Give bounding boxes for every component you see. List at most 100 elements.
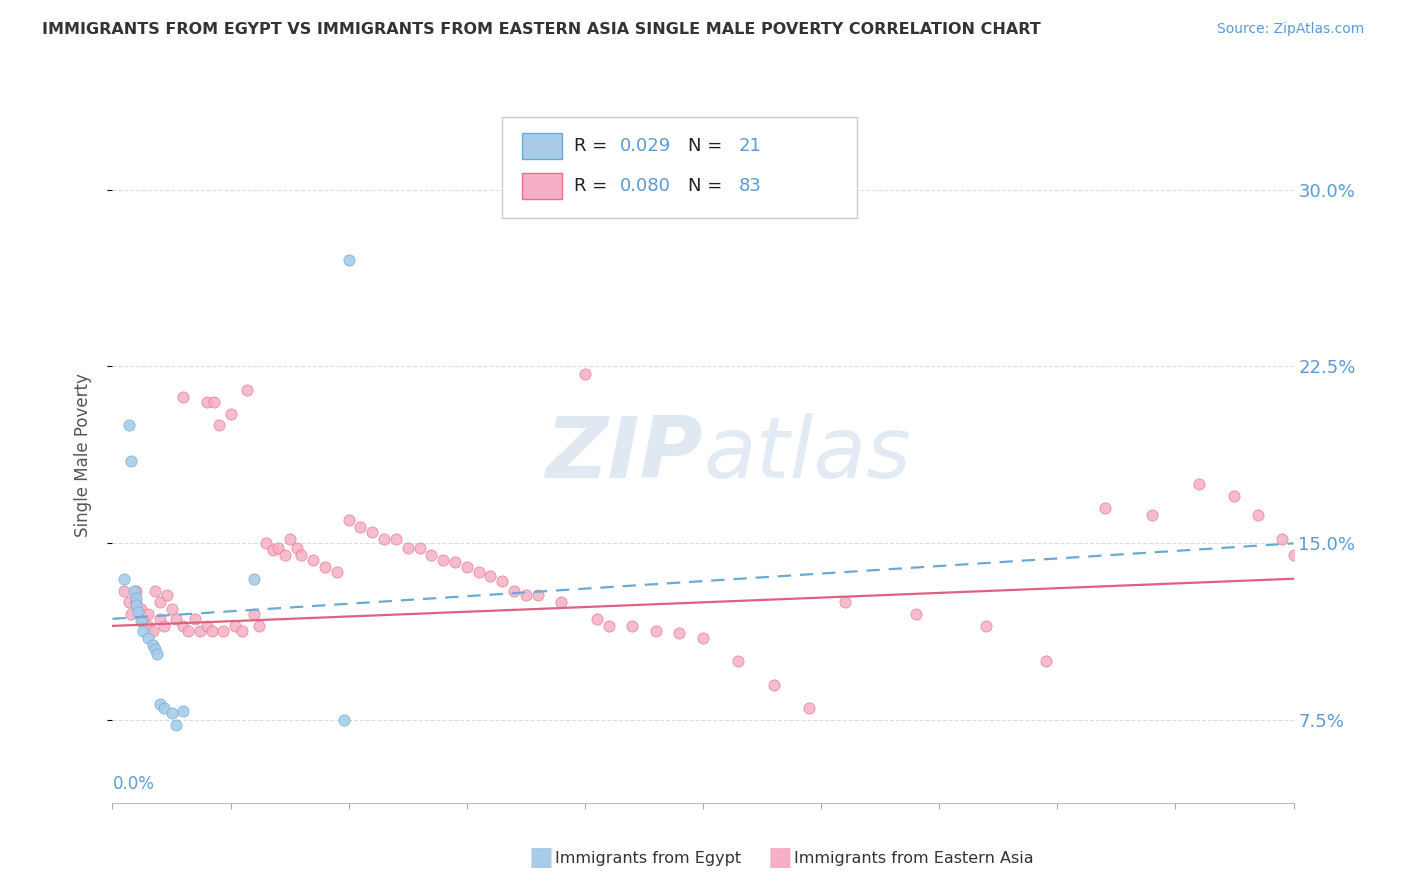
FancyBboxPatch shape: [522, 173, 562, 199]
Point: [491, 574, 513, 588]
Point: [349, 520, 371, 534]
Point: [799, 701, 821, 715]
Text: IMMIGRANTS FROM EGYPT VS IMMIGRANTS FROM EASTERN ASIA SINGLE MALE POVERTY CORREL: IMMIGRANTS FROM EGYPT VS IMMIGRANTS FROM…: [42, 22, 1040, 37]
Point: [129, 602, 152, 616]
Point: [976, 619, 998, 633]
Point: [118, 418, 141, 433]
Point: [136, 607, 159, 621]
Point: [165, 718, 187, 732]
Point: [156, 588, 179, 602]
Point: [420, 548, 443, 562]
Point: [202, 395, 225, 409]
Point: [208, 418, 231, 433]
Point: [165, 612, 187, 626]
Text: 0.0%: 0.0%: [112, 775, 155, 793]
Text: 0.029: 0.029: [620, 137, 672, 155]
Point: [247, 619, 270, 633]
Point: [333, 713, 356, 727]
Point: [132, 624, 155, 638]
Point: [231, 624, 253, 638]
Point: [1247, 508, 1270, 522]
Text: 0.080: 0.080: [620, 177, 671, 194]
Point: [129, 614, 152, 628]
Point: [149, 697, 172, 711]
Point: [125, 591, 148, 605]
Point: [195, 395, 218, 409]
Point: [1223, 489, 1246, 503]
Point: [212, 624, 235, 638]
Point: [337, 513, 360, 527]
Point: [574, 367, 596, 381]
Point: [149, 612, 172, 626]
Point: [160, 706, 183, 721]
Text: ZIP: ZIP: [546, 413, 703, 497]
FancyBboxPatch shape: [502, 118, 856, 219]
Text: atlas: atlas: [703, 413, 911, 497]
Point: [122, 583, 145, 598]
Point: [136, 631, 159, 645]
Point: [444, 555, 467, 569]
Point: [112, 583, 135, 598]
Point: [692, 631, 714, 645]
Point: [373, 532, 395, 546]
Point: [142, 624, 165, 638]
Point: [267, 541, 290, 555]
Point: [112, 572, 135, 586]
Point: [503, 583, 526, 598]
Point: [479, 569, 502, 583]
Text: R =: R =: [574, 137, 613, 155]
Point: [585, 612, 607, 626]
Point: [467, 565, 489, 579]
Point: [262, 543, 284, 558]
Point: [243, 572, 266, 586]
Point: [177, 624, 200, 638]
Point: [254, 536, 277, 550]
Point: [143, 642, 166, 657]
Point: [243, 607, 266, 621]
Point: [136, 619, 159, 633]
Text: N =: N =: [688, 137, 728, 155]
Point: [526, 588, 548, 602]
Text: 83: 83: [738, 177, 761, 194]
Point: [1188, 477, 1211, 491]
Point: [644, 624, 666, 638]
Point: [1035, 654, 1057, 668]
Point: [1271, 532, 1294, 546]
Point: [120, 607, 142, 621]
Point: [149, 595, 172, 609]
Point: [515, 588, 537, 602]
Point: [290, 548, 312, 562]
Text: 21: 21: [738, 137, 761, 155]
Text: Source: ZipAtlas.com: Source: ZipAtlas.com: [1216, 22, 1364, 37]
Point: [219, 407, 242, 421]
Text: Immigrants from Egypt: Immigrants from Egypt: [555, 851, 741, 865]
Point: [172, 704, 194, 718]
Text: ■: ■: [529, 845, 554, 871]
Point: [361, 524, 384, 539]
Point: [668, 626, 690, 640]
Point: [172, 390, 194, 404]
Point: [598, 619, 620, 633]
Text: ■: ■: [768, 845, 793, 871]
Point: [201, 624, 224, 638]
Point: [118, 595, 141, 609]
Point: [143, 583, 166, 598]
Point: [1140, 508, 1163, 522]
Point: [120, 454, 142, 468]
Point: [727, 654, 749, 668]
Point: [132, 612, 155, 626]
Point: [326, 565, 349, 579]
Text: N =: N =: [688, 177, 728, 194]
Point: [184, 612, 207, 626]
Point: [285, 541, 308, 555]
Point: [125, 595, 148, 609]
Point: [456, 560, 478, 574]
Point: [1282, 548, 1305, 562]
Point: [1094, 500, 1116, 515]
Point: [153, 701, 176, 715]
Point: [127, 605, 149, 619]
Point: [408, 541, 430, 555]
Point: [153, 619, 176, 633]
Point: [224, 619, 246, 633]
Point: [302, 553, 325, 567]
